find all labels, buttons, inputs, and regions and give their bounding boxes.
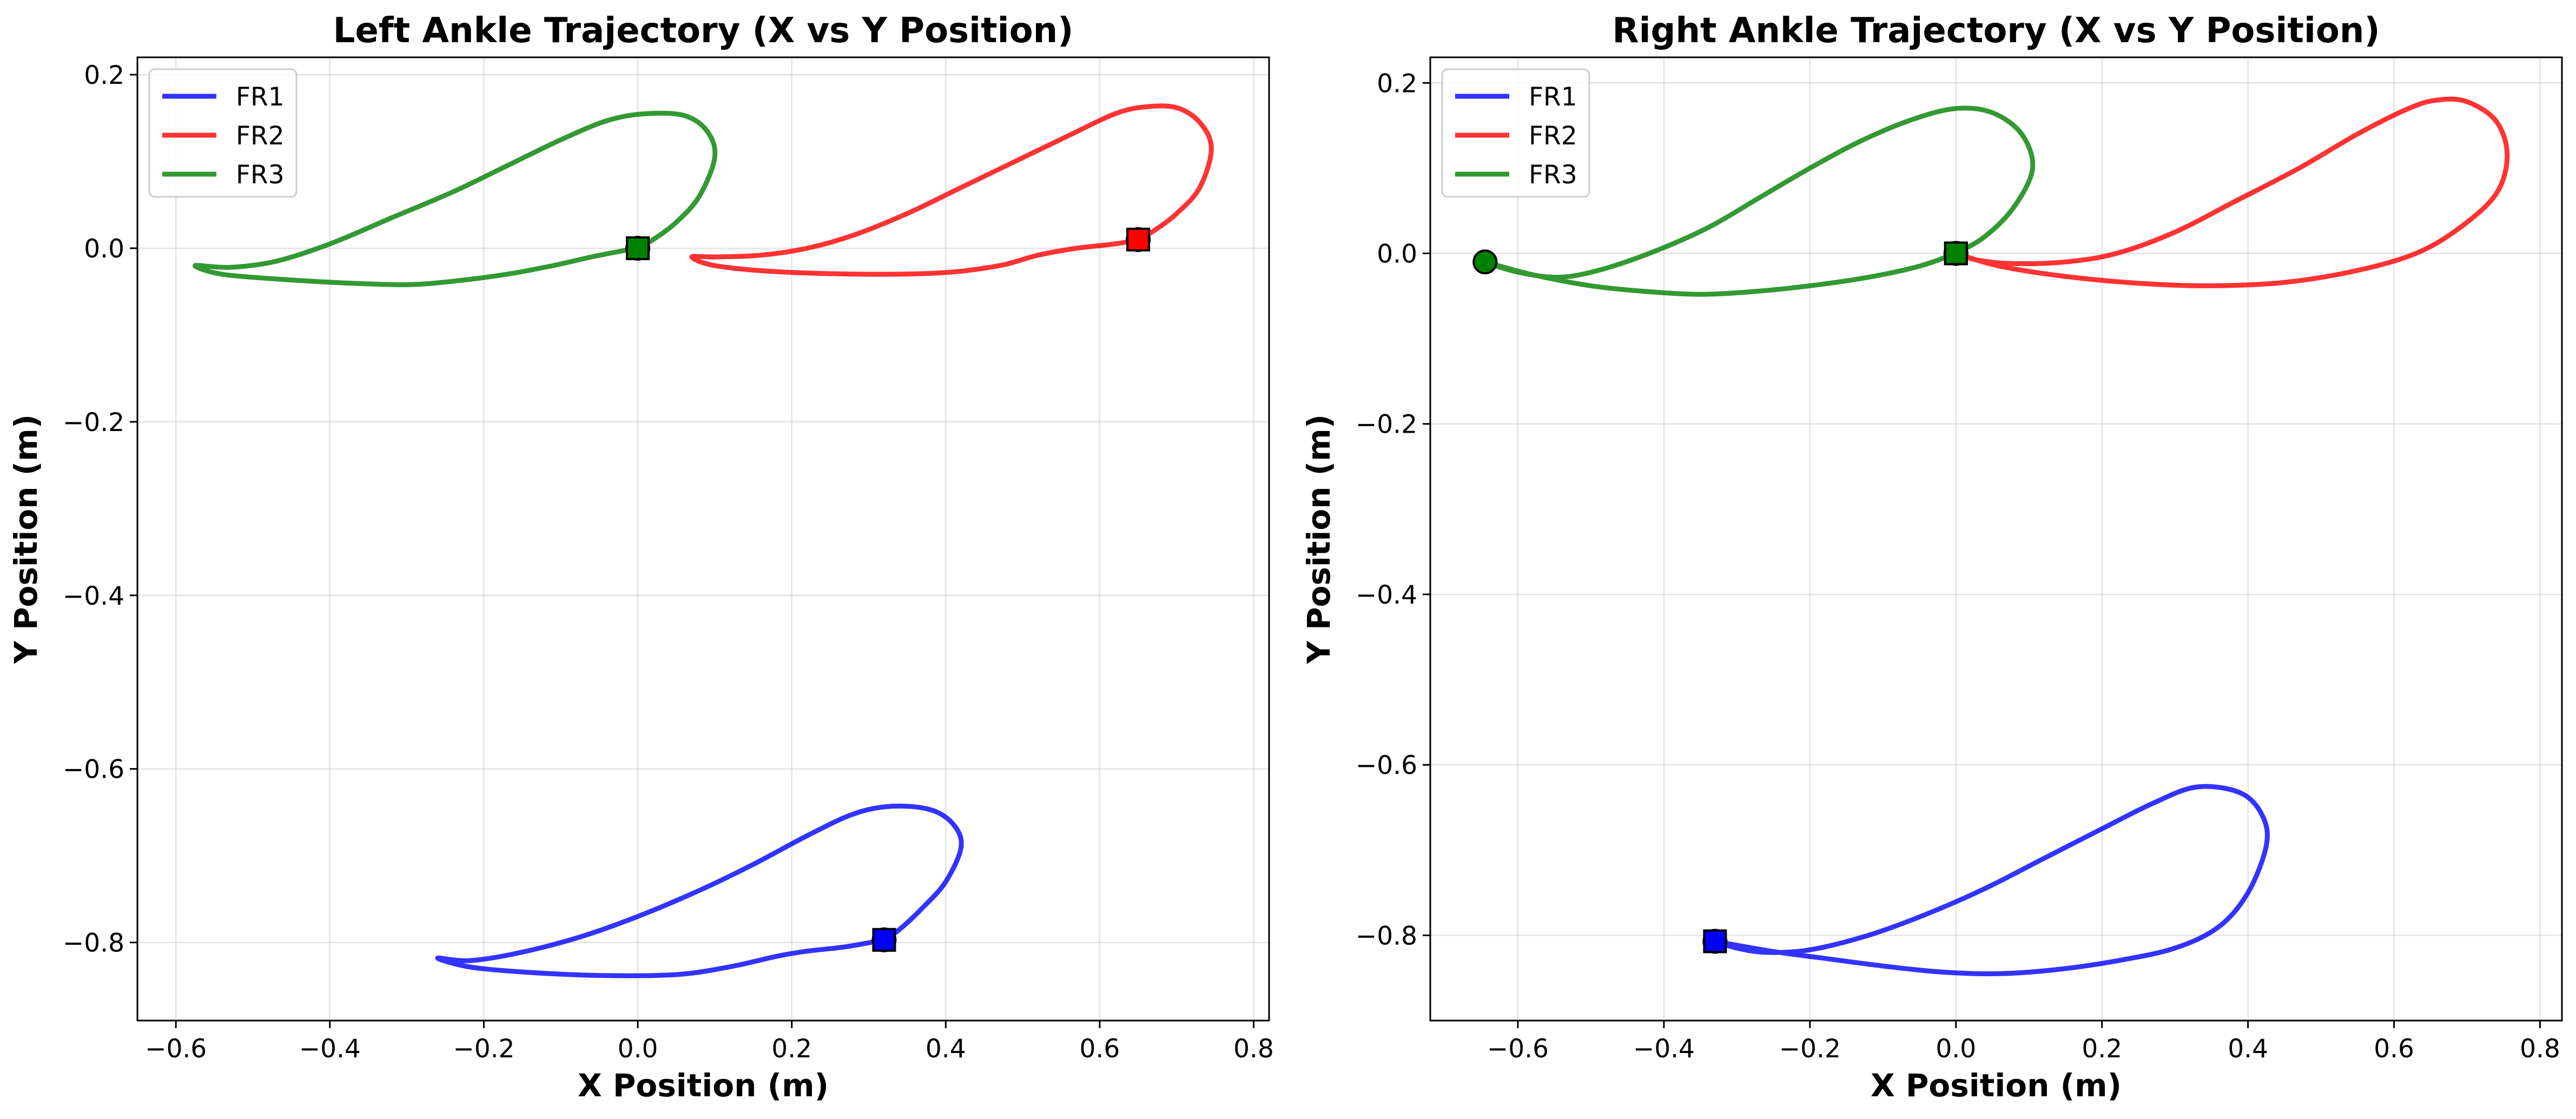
left-ankle-plot-area bbox=[137, 57, 1269, 1021]
left-ankle-legend-label-fr2: FR2 bbox=[236, 121, 285, 151]
left-ankle-end-marker-fr2 bbox=[1126, 227, 1151, 251]
right-ankle-x-tick-label: −0.6 bbox=[1487, 1034, 1549, 1064]
left-ankle-y-tick-label: 0.0 bbox=[84, 234, 124, 264]
right-ankle-start-marker-fr3 bbox=[1472, 249, 1498, 275]
right-ankle-x-tick-label: 0.8 bbox=[2520, 1034, 2560, 1064]
right-ankle-axes-frame bbox=[1429, 56, 2563, 1022]
right-ankle-x-axis-label: X Position (m) bbox=[1871, 1067, 2122, 1104]
left-ankle-legend-box bbox=[148, 68, 298, 198]
right-ankle-x-tick-label: 0.4 bbox=[2228, 1034, 2268, 1064]
right-ankle-x-tick-label: −0.2 bbox=[1779, 1034, 1841, 1064]
left-ankle-y-tick-label: 0.2 bbox=[84, 61, 124, 90]
right-ankle-y-tick-label: −0.4 bbox=[1356, 580, 1417, 610]
left-ankle-x-tick-label: 0.6 bbox=[1080, 1034, 1120, 1064]
left-ankle-series-line-fr3 bbox=[193, 110, 718, 287]
right-ankle-legend: FR1 FR2 FR3 bbox=[1441, 68, 1590, 198]
left-ankle-end-marker-fr3 bbox=[626, 236, 650, 260]
left-ankle-series-line-fr2 bbox=[689, 103, 1214, 277]
left-ankle-x-tick-label: 0.8 bbox=[1233, 1034, 1274, 1064]
right-ankle-y-tick-label: −0.2 bbox=[1356, 410, 1417, 440]
right-ankle-legend-box bbox=[1441, 68, 1590, 198]
right-ankle-title: Right Ankle Trajectory (X vs Y Position) bbox=[1612, 11, 2380, 51]
left-ankle-x-tick-label: −0.6 bbox=[145, 1034, 207, 1064]
left-ankle-y-tick-label: −0.4 bbox=[63, 581, 124, 611]
left-ankle-legend-label-fr1: FR1 bbox=[236, 82, 285, 112]
left-ankle-x-tick-label: 0.0 bbox=[618, 1034, 658, 1064]
left-ankle-axes-frame bbox=[136, 56, 1270, 1022]
right-ankle-legend-label-fr1: FR1 bbox=[1529, 82, 1577, 112]
right-ankle-x-tick-label: 0.2 bbox=[2082, 1034, 2122, 1064]
left-ankle-y-axis-label: Y Position (m) bbox=[8, 414, 44, 664]
right-ankle-panel: −0.6 −0.4 −0.2 0.0 0.2 0.4 0.6 0.8 −0.8 −0.6 −0.4 −… bbox=[1300, 11, 2563, 1104]
right-ankle-series-line-fr1 bbox=[1712, 784, 2270, 977]
right-ankle-x-tick-label: 0.6 bbox=[2374, 1034, 2414, 1064]
left-ankle-series-line-fr1 bbox=[435, 803, 964, 978]
left-ankle-x-axis-label: X Position (m) bbox=[578, 1067, 829, 1104]
right-ankle-x-tick-label: 0.0 bbox=[1936, 1034, 1976, 1064]
left-ankle-legend-label-fr3: FR3 bbox=[236, 160, 285, 190]
right-ankle-x-tick-label: −0.4 bbox=[1633, 1034, 1695, 1064]
left-ankle-y-tick-label: −0.8 bbox=[63, 929, 124, 958]
left-ankle-x-tick-label: −0.2 bbox=[453, 1034, 514, 1064]
right-ankle-y-tick-label: 0.0 bbox=[1377, 240, 1417, 269]
left-ankle-legend: FR1 FR2 FR3 bbox=[148, 68, 298, 198]
right-ankle-y-tick-label: −0.8 bbox=[1356, 921, 1417, 951]
left-ankle-title: Left Ankle Trajectory (X vs Y Position) bbox=[333, 11, 1074, 51]
right-ankle-y-axis-label: Y Position (m) bbox=[1300, 414, 1337, 664]
right-ankle-legend-label-fr2: FR2 bbox=[1529, 121, 1577, 151]
right-ankle-series-line-fr2 bbox=[1953, 96, 2510, 288]
left-ankle-x-tick-label: −0.4 bbox=[299, 1034, 361, 1064]
right-ankle-y-tick-label: −0.6 bbox=[1356, 751, 1417, 780]
left-ankle-x-tick-label: 0.4 bbox=[926, 1034, 966, 1064]
right-ankle-y-tick-label: 0.2 bbox=[1377, 69, 1417, 98]
right-ankle-end-marker-fr1 bbox=[1703, 929, 1727, 954]
right-ankle-plot-area bbox=[1430, 57, 2562, 1021]
right-ankle-legend-label-fr3: FR3 bbox=[1529, 160, 1577, 190]
left-ankle-x-tick-label: 0.2 bbox=[771, 1034, 812, 1064]
right-ankle-series-line-fr3 bbox=[1482, 105, 2036, 297]
left-ankle-y-tick-label: −0.2 bbox=[63, 408, 124, 438]
left-ankle-y-tick-label: −0.6 bbox=[63, 755, 124, 785]
right-ankle-end-marker-fr3 bbox=[1944, 241, 1968, 266]
left-ankle-panel: −0.6 −0.4 −0.2 0.0 0.2 0.4 0.6 0.8 −0.8 −0.6 −0.4 −… bbox=[8, 11, 1274, 1104]
left-ankle-end-marker-fr1 bbox=[872, 928, 896, 952]
